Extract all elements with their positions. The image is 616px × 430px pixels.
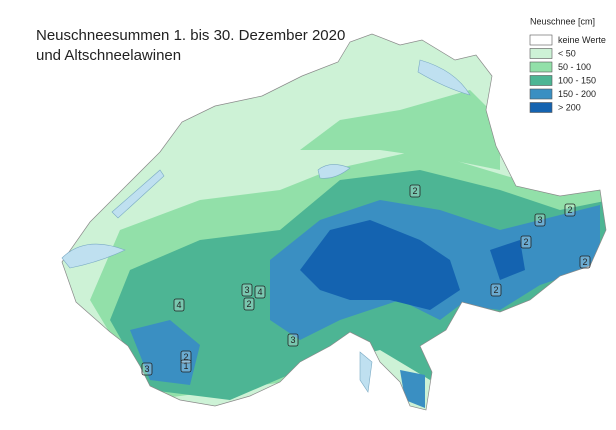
marker-label: 3 <box>144 364 149 374</box>
marker-label: 1 <box>183 361 188 371</box>
marker-label: 3 <box>537 215 542 225</box>
legend-label: 150 - 200 <box>558 89 596 99</box>
marker-label: 2 <box>523 237 528 247</box>
legend-swatch <box>529 88 553 100</box>
zone <box>130 320 200 385</box>
legend-label: > 200 <box>558 102 581 112</box>
lake <box>111 169 165 219</box>
zone <box>300 90 500 170</box>
marker-label: 2 <box>567 205 572 215</box>
marker-label: 4 <box>257 287 262 297</box>
marker-label: 3 <box>244 285 249 295</box>
legend: Neuschnee [cm] keine Werte < 50 50 - 100 10… <box>529 16 606 113</box>
legend-label: < 50 <box>558 48 576 58</box>
lake <box>317 164 351 179</box>
marker-label: 2 <box>493 285 498 295</box>
lake <box>61 243 126 269</box>
marker-label: 2 <box>412 186 417 196</box>
zone <box>300 220 460 310</box>
lake <box>417 59 471 96</box>
lake <box>359 351 373 393</box>
legend-swatch <box>529 61 553 73</box>
marker-label: 2 <box>183 352 188 362</box>
legend-label: 50 - 100 <box>558 62 591 72</box>
marker-box <box>579 255 591 269</box>
legend-swatch <box>529 102 553 113</box>
legend-label: keine Werte <box>558 35 606 45</box>
marker-box <box>173 298 185 312</box>
marker-box <box>254 285 266 299</box>
marker-box <box>409 184 421 198</box>
marker-label: 2 <box>246 299 251 309</box>
marker-box <box>534 213 546 227</box>
lakes <box>61 59 471 393</box>
marker-box <box>520 235 532 249</box>
marker-box <box>243 297 255 311</box>
zone <box>400 370 425 408</box>
legend-swatch <box>529 34 553 46</box>
country-border <box>61 33 607 411</box>
marker-box <box>241 283 253 297</box>
marker-box <box>490 283 502 297</box>
legend-title: Neuschnee [cm] <box>530 16 595 26</box>
title: Neuschneesummen 1. bis 30. Dezember 2020 <box>36 27 345 44</box>
marker-box <box>141 362 153 376</box>
marker-label: 2 <box>582 257 587 267</box>
zone <box>490 240 525 280</box>
legend-label: 100 - 150 <box>558 75 596 85</box>
marker-box <box>564 203 576 217</box>
marker-label: 3 <box>290 335 295 345</box>
marker-box <box>180 359 192 373</box>
title: und Altschneelawinen <box>36 47 181 64</box>
legend-swatch <box>529 75 553 86</box>
legend-swatch <box>529 48 553 59</box>
marker-box <box>287 333 299 347</box>
marker-label: 4 <box>176 300 181 310</box>
